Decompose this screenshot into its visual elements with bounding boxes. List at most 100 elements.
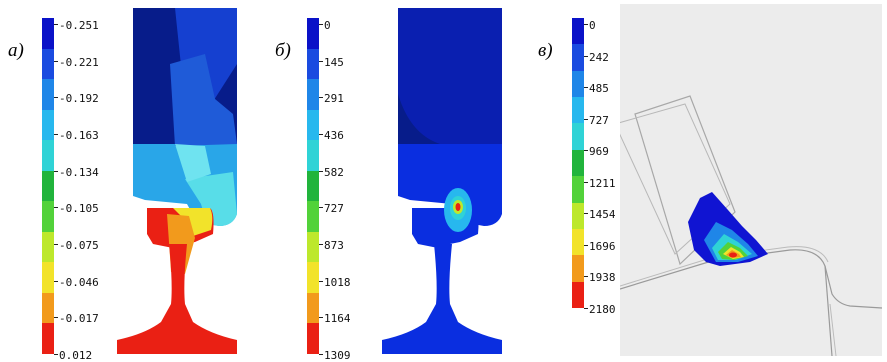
- wheel-flange-region: [398, 144, 502, 226]
- colorbar-segment: [42, 262, 54, 294]
- panel-label-a: а): [8, 40, 24, 61]
- wireframe-outline-inner: [620, 103, 731, 255]
- colorbar-segment: [307, 231, 319, 263]
- contact-patch-plot-c: [620, 4, 882, 356]
- colorbar-segment: [572, 18, 584, 45]
- colorbar-tick-label: -0.017: [59, 312, 99, 326]
- colorbar-tick-label: 436: [324, 129, 344, 142]
- colorbar-segment: [307, 140, 319, 172]
- colorbar-tick-label: 1309: [324, 349, 351, 362]
- colorbar-segment: [42, 109, 54, 141]
- colorbar-segment: [42, 79, 54, 111]
- colorbar-tick-label: -0.221: [59, 55, 99, 69]
- colorbar-tick-mark: [319, 317, 323, 319]
- colorbar-tick-mark: [54, 170, 58, 172]
- colorbar-segment: [572, 228, 584, 256]
- colorbar-tick-label: 1938: [589, 271, 616, 285]
- wheel-dark-region: [398, 8, 502, 144]
- colorbar-segment: [572, 123, 584, 151]
- colorbar-segment: [572, 176, 584, 204]
- colorbar-tick-label: -0.251: [59, 19, 99, 32]
- colorbar-segment: [42, 18, 54, 50]
- colorbar-tick-mark: [584, 118, 588, 120]
- colorbar-tick-label: -0.075: [59, 239, 99, 252]
- colorbar-tick-label: 242: [589, 50, 609, 64]
- wireframe-outline-outer: [634, 95, 736, 266]
- colorbar-segment: [42, 323, 54, 355]
- colorbar-tick-label: 1211: [589, 176, 616, 190]
- colorbar-tick-mark: [319, 244, 323, 245]
- colorbar-tick-label: -0.163: [59, 129, 99, 142]
- colorbar-tick-mark: [584, 276, 588, 278]
- colorbar-tick-mark: [54, 317, 58, 319]
- colorbar-tick-mark: [54, 97, 58, 99]
- colorbar-tick-label: -0.105: [59, 202, 99, 216]
- colorbar-segment: [42, 48, 54, 80]
- colorbar-segment: [572, 281, 584, 309]
- wheel-rail-stress-plot-a: [117, 8, 237, 354]
- colorbar-tick-mark: [54, 280, 58, 282]
- colorbar-tick-mark: [584, 55, 588, 57]
- colorbar-tick-label: -0.192: [59, 92, 99, 106]
- colorbar-tick-mark: [319, 280, 323, 282]
- colorbar-tick-label: 0: [324, 19, 331, 32]
- colorbar-segment: [307, 292, 319, 324]
- colorbar-a: [42, 18, 54, 355]
- colorbar-tick-mark: [319, 207, 323, 209]
- colorbar-segment: [42, 170, 54, 202]
- colorbar-tick-label: 485: [589, 82, 609, 96]
- colorbar-tick-mark: [584, 181, 588, 183]
- colorbar-tick-mark: [319, 134, 323, 135]
- colorbar-tick-label: 582: [324, 165, 344, 179]
- colorbar-segment: [572, 255, 584, 283]
- panel-label-c: в): [538, 40, 553, 61]
- rail-side-line-2: [829, 303, 837, 356]
- colorbar-segment: [572, 149, 584, 177]
- colorbar-segment: [42, 140, 54, 172]
- rail-profile-line: [620, 246, 829, 287]
- colorbar-tick-mark: [319, 354, 323, 355]
- colorbar-segment: [572, 44, 584, 72]
- wheel-contact-region: [175, 144, 211, 182]
- colorbar-tick-label: -0.046: [59, 275, 99, 289]
- colorbar-tick-label: 1696: [589, 239, 616, 253]
- wheel-shade-region: [398, 94, 440, 144]
- contact-spot-core: [455, 203, 461, 211]
- panel-label-b: б): [275, 40, 291, 61]
- colorbar-tick-label: 291: [324, 92, 344, 106]
- colorbar-tick-label: 1018: [324, 275, 351, 289]
- colorbar-segment: [307, 262, 319, 294]
- colorbar-segment: [42, 201, 54, 233]
- colorbar-segment: [42, 231, 54, 263]
- wheel-light-region: [185, 172, 237, 226]
- colorbar-tick-label: 727: [589, 113, 609, 127]
- colorbar-c: [572, 18, 584, 309]
- colorbar-tick-label: -0.134: [59, 165, 99, 179]
- rail-web: [117, 244, 237, 354]
- colorbar-tick-mark: [584, 213, 588, 215]
- colorbar-tick-label: 1454: [589, 208, 616, 222]
- colorbar-tick-mark: [54, 207, 58, 209]
- colorbar-tick-mark: [584, 87, 588, 89]
- colorbar-tick-mark: [584, 150, 588, 152]
- colorbar-tick-mark: [319, 97, 323, 99]
- colorbar-segment: [572, 70, 584, 98]
- colorbar-tick-label: 0: [589, 19, 596, 32]
- colorbar-tick-mark: [319, 170, 323, 172]
- colorbar-tick-label: 145: [324, 55, 344, 69]
- colorbar-tick-mark: [584, 24, 588, 25]
- colorbar-tick-label: 969: [589, 145, 609, 159]
- colorbar-segment: [307, 18, 319, 50]
- colorbar-b: [307, 18, 319, 355]
- colorbar-tick-mark: [319, 60, 323, 62]
- colorbar-tick-mark: [54, 60, 58, 62]
- colorbar-segment: [307, 48, 319, 80]
- wheel-mid-region: [170, 54, 237, 146]
- colorbar-segment: [42, 292, 54, 324]
- colorbar-tick-mark: [54, 354, 58, 355]
- colorbar-tick-mark: [54, 24, 58, 25]
- colorbar-tick-mark: [584, 244, 588, 246]
- colorbar-segment: [307, 323, 319, 355]
- colorbar-tick-mark: [54, 244, 58, 245]
- colorbar-tick-label: 1164: [324, 312, 351, 326]
